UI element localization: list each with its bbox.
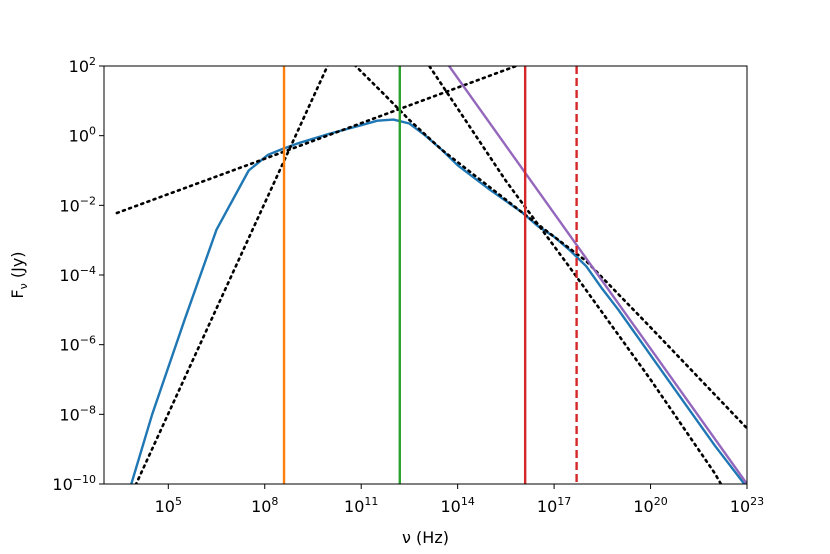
series-line-5 (447, 66, 747, 484)
y-axis-label: Fν (Jy) (8, 251, 30, 298)
x-tick-label: 1023 (730, 495, 764, 516)
series-line-4 (427, 66, 723, 484)
x-tick-label: 1020 (633, 495, 667, 516)
series-line-3 (353, 66, 747, 430)
series-line-1 (115, 66, 520, 215)
y-tick-label: 102 (69, 55, 96, 76)
series-line-2 (134, 66, 329, 484)
x-axis-label: ν (Hz) (402, 528, 449, 547)
y-tick-label: 10−6 (59, 334, 96, 355)
y-axis-ticks: 102 100 10−2 10−4 10−6 10−8 10−10 (52, 55, 104, 494)
x-tick-label: 1017 (537, 495, 571, 516)
x-tick-label: 1011 (344, 495, 378, 516)
x-tick-label: 105 (155, 495, 182, 516)
x-axis-ticks: 105 108 1011 1014 1017 1020 1023 (155, 484, 764, 516)
y-tick-label: 10−4 (59, 264, 96, 285)
y-tick-label: 10−10 (52, 473, 96, 494)
x-tick-label: 1014 (440, 495, 474, 516)
y-tick-label: 10−2 (59, 194, 96, 215)
x-tick-label: 108 (251, 495, 278, 516)
y-tick-label: 10−8 (59, 403, 96, 424)
plot-content (115, 66, 747, 484)
y-tick-label: 100 (69, 125, 96, 146)
